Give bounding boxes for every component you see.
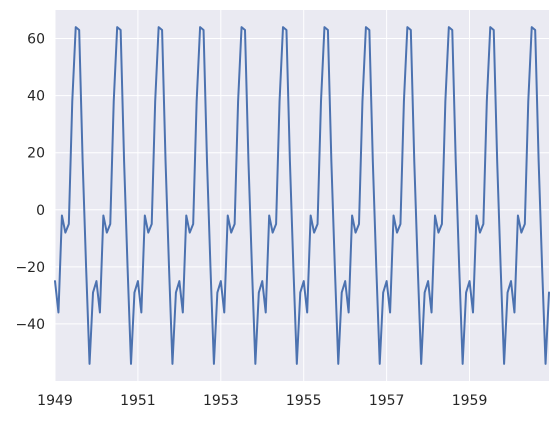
y-tick-label: 60 (27, 32, 45, 48)
y-axis-ticks: 60 40 20 0 −20 −40 (15, 32, 45, 333)
plot-area (55, 10, 549, 381)
y-tick-label: −20 (15, 260, 45, 276)
x-tick-label: 1953 (203, 393, 239, 409)
x-tick-label: 1951 (120, 393, 156, 409)
x-tick-label: 1959 (452, 393, 488, 409)
series-layer (54, 26, 550, 365)
y-tick-label: 40 (27, 89, 45, 105)
x-tick-label: 1949 (37, 393, 73, 409)
x-tick-label: 1957 (369, 393, 405, 409)
y-tick-label: −40 (15, 317, 45, 333)
x-axis-ticks: 1949 1951 1953 1955 1957 1959 (37, 393, 487, 409)
x-tick-label: 1955 (286, 393, 322, 409)
series-line (54, 26, 550, 365)
y-tick-label: 0 (36, 203, 45, 219)
grid (54, 10, 549, 381)
y-tick-label: 20 (27, 146, 45, 162)
